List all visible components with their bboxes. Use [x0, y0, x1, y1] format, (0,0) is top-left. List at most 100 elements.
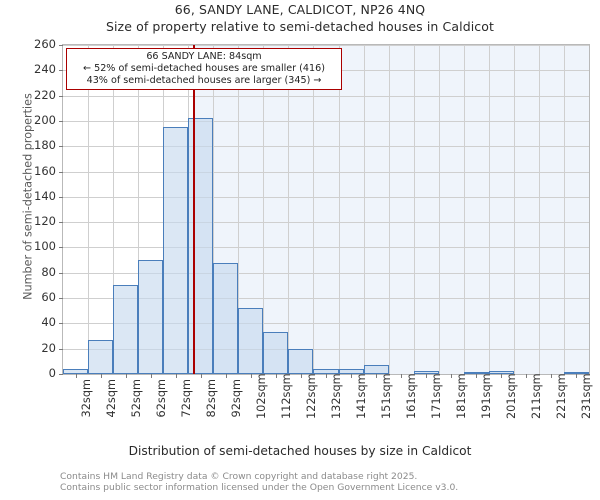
x-axis-tick-mark: [200, 374, 202, 378]
gridline-vertical: [263, 45, 265, 374]
gridline-horizontal: [63, 247, 589, 249]
y-axis-tick-label: 140: [34, 188, 56, 203]
gridline-vertical: [88, 45, 90, 374]
gridline-vertical: [338, 45, 340, 374]
footer-attribution: Contains HM Land Registry data © Crown c…: [60, 471, 600, 493]
x-axis-tick-mark: [351, 374, 353, 378]
y-axis-tick-mark: [59, 323, 63, 325]
x-axis-tick-mark: [250, 374, 252, 378]
x-axis-tick-label: 42sqm: [104, 379, 118, 418]
y-axis-tick-mark: [59, 95, 63, 97]
y-axis-tick-label: 0: [48, 366, 56, 380]
gridline-vertical: [313, 45, 315, 374]
x-axis-tick-label: 171sqm: [430, 373, 444, 419]
x-axis-tick-label: 141sqm: [355, 373, 369, 419]
x-axis-tick-label: 112sqm: [279, 373, 293, 419]
y-axis-tick-label: 60: [41, 290, 56, 305]
gridline-horizontal: [63, 222, 589, 224]
y-axis-tick-mark: [59, 171, 63, 173]
gridline-horizontal: [63, 298, 589, 300]
footer-line-1: Contains HM Land Registry data © Crown c…: [60, 471, 418, 482]
y-axis-tick-mark: [59, 247, 63, 249]
x-axis-tick-mark: [551, 374, 553, 378]
gridline-horizontal: [63, 171, 589, 173]
y-axis-tick-mark: [59, 298, 63, 300]
x-axis-tick-label: 191sqm: [480, 373, 494, 419]
x-axis-tick-label: 132sqm: [330, 373, 343, 419]
y-axis-tick-label: 240: [34, 62, 56, 77]
x-axis-tick-label: 92sqm: [229, 379, 243, 418]
x-axis-label: Distribution of semi-detached houses by …: [128, 444, 472, 458]
x-axis-tick-label: 82sqm: [204, 379, 218, 418]
footer-line-2: Contains public sector information licen…: [60, 482, 459, 493]
x-axis-tick-mark: [125, 374, 127, 378]
x-axis-tick-label: 221sqm: [555, 373, 569, 419]
y-axis-tick-label: 220: [34, 87, 56, 102]
histogram-bar: [138, 260, 164, 374]
gridline-vertical: [238, 45, 240, 374]
y-axis-tick-mark: [59, 146, 63, 148]
y-axis-tick-label: 260: [34, 37, 56, 51]
y-axis-tick-mark: [59, 70, 63, 72]
x-axis-tick-mark: [576, 374, 578, 378]
gridline-horizontal: [63, 146, 589, 148]
x-axis-tick-mark: [150, 374, 152, 378]
y-axis-tick-label: 200: [34, 112, 56, 127]
y-axis-tick-mark: [59, 374, 63, 375]
histogram-bar: [288, 348, 314, 374]
gridline-vertical: [563, 45, 565, 374]
gridline-vertical: [488, 45, 490, 374]
x-axis-tick-mark: [501, 374, 503, 378]
gridline-vertical: [513, 45, 515, 374]
x-axis-tick-label: 32sqm: [79, 379, 93, 418]
histogram-bar: [413, 371, 439, 374]
histogram-bar: [463, 372, 489, 374]
x-axis-tick-label: 231sqm: [580, 373, 594, 419]
x-axis-tick-label: 201sqm: [505, 373, 519, 419]
property-annotation-box: 66 SANDY LANE: 84sqm ← 52% of semi-detac…: [66, 48, 342, 91]
x-axis-tick-mark: [100, 374, 102, 378]
histogram-bar: [238, 308, 264, 374]
gridline-vertical: [463, 45, 465, 374]
histogram-bar: [563, 372, 589, 374]
gridline-vertical: [413, 45, 415, 374]
histogram-bar: [363, 365, 389, 374]
histogram-bar: [88, 339, 114, 374]
x-axis-tick-mark: [451, 374, 453, 378]
x-axis-tick-label: 151sqm: [380, 373, 394, 419]
histogram-bar: [188, 118, 214, 374]
annotation-line-3: 43% of semi-detached houses are larger (…: [86, 74, 322, 86]
gridline-horizontal: [63, 95, 589, 97]
y-axis-tick-mark: [59, 45, 63, 46]
y-axis-tick-mark: [59, 196, 63, 198]
x-axis-tick-mark: [75, 374, 77, 378]
gridline-vertical: [363, 45, 365, 374]
x-axis-tick-mark: [326, 374, 327, 378]
gridline-vertical: [538, 45, 540, 374]
y-axis-tick-label: 160: [34, 163, 56, 178]
histogram-bar: [488, 371, 514, 374]
x-axis-tick-mark: [526, 374, 528, 378]
x-axis-tick-label: 52sqm: [129, 379, 143, 418]
gridline-horizontal: [63, 348, 589, 350]
gridline-vertical: [438, 45, 440, 374]
x-axis-tick-label: 211sqm: [530, 373, 544, 419]
gridline-vertical: [213, 45, 215, 374]
y-axis-tick-label: 180: [34, 138, 56, 153]
x-axis-tick-label: 161sqm: [405, 373, 419, 419]
histogram-bar: [263, 332, 289, 374]
x-axis-tick-mark: [300, 374, 302, 378]
y-axis-tick-label: 40: [41, 315, 56, 330]
x-axis-tick-label: 181sqm: [455, 373, 469, 419]
histogram-bar: [313, 368, 339, 374]
gridline-vertical: [388, 45, 390, 374]
gridline-horizontal: [63, 323, 589, 325]
histogram-bar: [113, 285, 139, 374]
y-axis-tick-mark: [59, 120, 63, 122]
x-axis-tick-mark: [401, 374, 403, 378]
x-axis-tick-mark: [275, 374, 277, 378]
gridline-vertical: [138, 45, 140, 374]
x-axis-tick-mark: [175, 374, 177, 378]
y-axis-tick-mark: [59, 348, 63, 350]
